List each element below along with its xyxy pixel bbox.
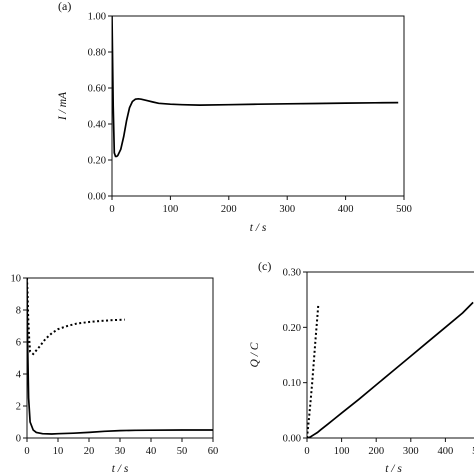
y-axis-title: I / mA (57, 91, 69, 121)
y-tick-label: 6 (16, 338, 21, 349)
x-tick-label: 0 (304, 446, 309, 457)
y-tick-label: 1.00 (88, 12, 106, 23)
x-tick-label: 500 (472, 446, 474, 457)
x-axis-title: t / s (250, 222, 267, 234)
x-tick-label: 400 (338, 204, 354, 215)
x-tick-label: 10 (53, 446, 64, 457)
series-line-solid (27, 278, 213, 435)
y-tick-label: 0.20 (283, 323, 301, 334)
y-tick-label: 0.00 (88, 192, 106, 203)
x-tick-label: 30 (115, 446, 126, 457)
x-tick-label: 200 (221, 204, 237, 215)
x-axis-title: t / s (112, 463, 129, 474)
x-tick-label: 300 (403, 446, 419, 457)
y-tick-label: 8 (16, 306, 21, 317)
x-tick-label: 300 (279, 204, 295, 215)
x-tick-label: 200 (368, 446, 384, 457)
y-tick-label: 0.80 (88, 48, 106, 59)
y-tick-label: 4 (16, 370, 22, 381)
y-tick-label: 0.60 (88, 84, 106, 95)
series-line-dotted (307, 303, 320, 438)
x-tick-label: 50 (177, 446, 188, 457)
y-tick-label: 0.40 (88, 120, 106, 131)
y-axis-title: Q / C (249, 342, 261, 367)
series-line-dotted (27, 278, 125, 356)
x-tick-label: 100 (334, 446, 350, 457)
y-tick-label: 0.10 (283, 378, 301, 389)
x-tick-label: 40 (146, 446, 157, 457)
y-tick-label: 10 (11, 274, 22, 285)
plot-frame (26, 277, 214, 439)
series-line-solid (307, 301, 474, 438)
plot-frame (111, 15, 405, 197)
x-tick-label: 20 (84, 446, 95, 457)
panel-label: (c) (258, 259, 271, 273)
x-tick-label: 400 (438, 446, 454, 457)
x-tick-label: 0 (24, 446, 29, 457)
y-tick-label: 0.20 (88, 156, 106, 167)
y-tick-label: 2 (16, 402, 21, 413)
x-tick-label: 500 (396, 204, 412, 215)
y-tick-label: 0.00 (283, 434, 301, 445)
x-tick-label: 60 (208, 446, 219, 457)
x-tick-label: 0 (109, 204, 114, 215)
x-axis-title: t / s (385, 463, 402, 474)
y-tick-label: 0 (16, 434, 21, 445)
series-line-solid (112, 16, 399, 158)
y-tick-label: 0.30 (283, 268, 301, 279)
plot-frame (306, 271, 474, 439)
x-tick-label: 100 (163, 204, 179, 215)
panel-label: (a) (58, 0, 71, 13)
